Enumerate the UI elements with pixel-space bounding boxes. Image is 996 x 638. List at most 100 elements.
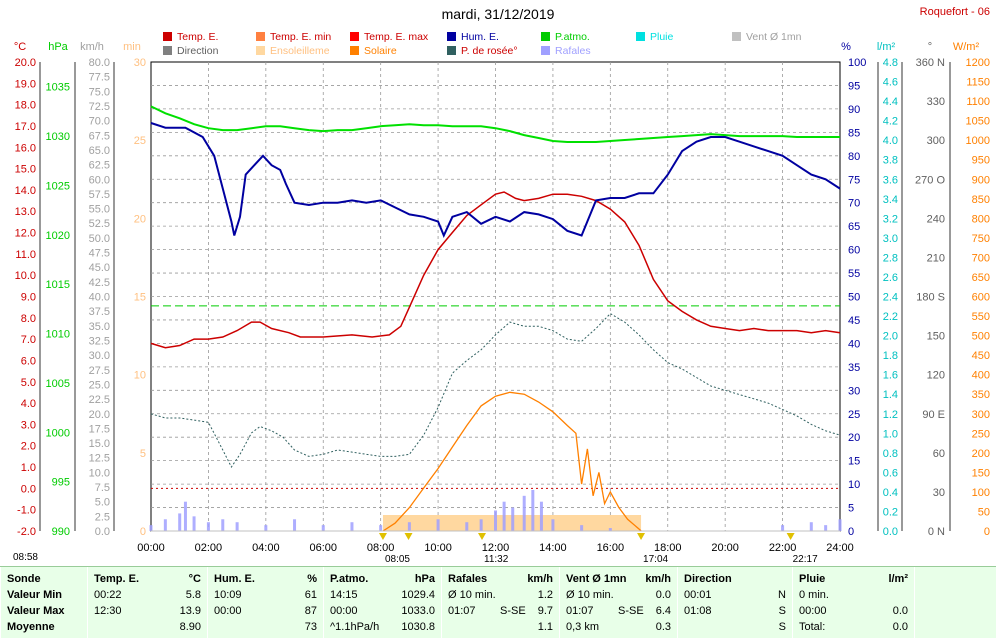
axis-tick-pct: 5 (848, 503, 854, 515)
axis-tick-wm2: 250 (972, 428, 990, 440)
axis-tick-kmh: 15.0 (89, 438, 110, 450)
time-marker (478, 533, 487, 540)
summary-value: 5.8 (185, 589, 201, 601)
time-marker (378, 533, 387, 540)
axis-tick-kmh: 40.0 (89, 292, 110, 304)
axis-tick-pct: 10 (848, 479, 860, 491)
summary-header: Direction (684, 573, 732, 585)
gust-bar (522, 495, 526, 531)
legend-item: Vent Ø 1mn (732, 31, 801, 43)
axis-tick-kmh: 35.0 (89, 321, 110, 333)
axis-unit: hPa (48, 41, 68, 53)
summary-time: 01:07 (566, 605, 594, 617)
axis-tick-time: 24:00 (826, 542, 854, 554)
axis-tick-time: 20:00 (711, 542, 739, 554)
axis-tick-temp: 3.0 (21, 419, 36, 431)
axis-tick-kmh: 5.0 (95, 497, 110, 509)
axis-tick-wm2: 1200 (966, 57, 990, 69)
summary-value: S (778, 621, 786, 633)
gust-bar (539, 501, 543, 531)
gust-bar (824, 525, 828, 531)
axis-tick-pct: 20 (848, 432, 860, 444)
legend-item: P.atmo. (541, 31, 590, 43)
axis-tick-kmh: 70.0 (89, 116, 110, 128)
axis-tick-lm2: 1.8 (883, 350, 898, 362)
axis-tick-kmh: 17.5 (89, 423, 110, 435)
axis-tick-pct: 70 (848, 198, 860, 210)
axis-tick-lm2: 1.0 (883, 428, 898, 440)
axis-tick-time: 02:00 (195, 542, 223, 554)
axis-tick-time: 04:00 (252, 542, 280, 554)
axis-tick-pct: 75 (848, 174, 860, 186)
axis-tick-deg: 0 N (928, 526, 945, 538)
axis-tick-kmh: 77.5 (89, 72, 110, 84)
axis-tick-lm2: 4.6 (883, 77, 898, 89)
axis-tick-kmh: 65.0 (89, 145, 110, 157)
axis-tick-time: 16:00 (597, 542, 625, 554)
summary-time: 00:00 (214, 605, 242, 617)
summary-value: 0.0 (892, 605, 908, 617)
gust-bar (183, 501, 187, 531)
summary-time: 10:09 (214, 589, 242, 601)
summary-col-patmo: P.atmo. hPa 14:15 1029.4 00:00 1033.0 ^1.1h… (323, 567, 441, 638)
axis-tick-lm2: 4.8 (883, 57, 898, 69)
time-marker (637, 533, 646, 540)
axis-tick-min: 20 (134, 213, 146, 225)
axis-unit: W/m² (953, 41, 980, 53)
legend-item: P. de rosée° (447, 45, 518, 57)
axis-tick-wm2: 650 (972, 272, 990, 284)
legend-swatch (541, 46, 550, 55)
station-name[interactable]: Roquefort - 06 (919, 6, 990, 18)
legend-label: P.atmo. (555, 31, 590, 43)
summary-col-sonde: Sonde Valeur Min Valeur Max Moyenne (0, 567, 87, 638)
gust-bar (321, 525, 325, 531)
gust-bar (264, 525, 268, 531)
axis-unit: km/h (80, 41, 104, 53)
axis-tick-temp: 12.0 (15, 228, 36, 240)
gust-bar (608, 528, 612, 531)
time-marker-label: 08:05 (385, 554, 410, 565)
axis-tick-kmh: 42.5 (89, 277, 110, 289)
summary-dir: S-SE (618, 605, 644, 617)
axis-tick-lm2: 4.4 (883, 96, 898, 108)
axis-tick-deg: 330 (927, 96, 945, 108)
summary-value: 0.3 (655, 621, 671, 633)
summary-col-empty (914, 567, 996, 638)
axis-tick-wm2: 850 (972, 194, 990, 206)
summary-value: 13.9 (179, 605, 201, 617)
time-marker-label: 17:04 (643, 554, 668, 565)
axis-tick-lm2: 0.6 (883, 467, 898, 479)
axis-tick-time: 08:00 (367, 542, 395, 554)
gust-bar (479, 519, 483, 531)
temperature-line (150, 191, 841, 349)
axis-tick-hpa: 1030 (46, 131, 70, 143)
summary-time: Ø 10 min. (566, 589, 614, 601)
legend-label: Hum. E. (461, 31, 499, 43)
legend-item: Temp. E. max (350, 31, 428, 43)
summary-value: 6.4 (655, 605, 671, 617)
axis-tick-kmh: 55.0 (89, 204, 110, 216)
time-marker (404, 533, 413, 540)
axis-tick-pct: 45 (848, 315, 860, 327)
axis-tick-lm2: 2.4 (883, 292, 898, 304)
gust-bar (379, 525, 383, 531)
gust-bar (551, 519, 555, 531)
axis-tick-temp: 0.0 (21, 483, 36, 495)
axis-tick-deg: 180 S (916, 292, 945, 304)
axis-tick-temp: 1.0 (21, 462, 36, 474)
axis-tick-temp: 18.0 (15, 100, 36, 112)
axis-tick-wm2: 100 (972, 487, 990, 499)
axis-unit: min (123, 41, 141, 53)
axis-tick-wm2: 400 (972, 370, 990, 382)
axis-tick-min: 30 (134, 57, 146, 69)
gust-bar (192, 516, 196, 531)
legend-swatch (636, 32, 645, 41)
axis-tick-wm2: 750 (972, 233, 990, 245)
summary-header: Temp. E. (94, 573, 140, 585)
summary-time: 00:00 (799, 605, 827, 617)
axis-tick-time: 22:00 (769, 542, 797, 554)
axis-tick-wm2: 1100 (966, 96, 990, 108)
axis-tick-time: 06:00 (309, 542, 337, 554)
summary-col-direction: Direction 00:01 N 01:08 S S (677, 567, 792, 638)
axis-tick-kmh: 27.5 (89, 365, 110, 377)
